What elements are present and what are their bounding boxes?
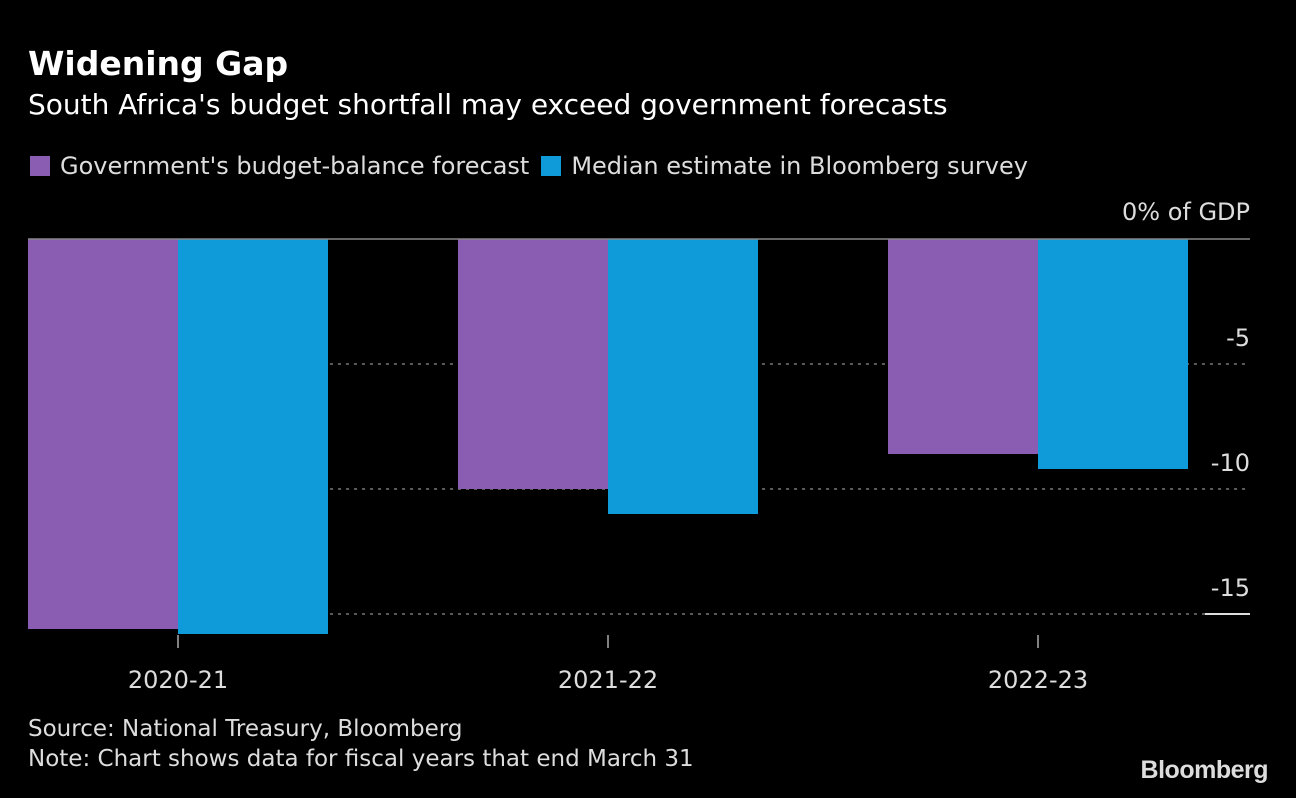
x-tick-label: 2021-22 — [558, 666, 658, 694]
source-note: Source: National Treasury, Bloomberg — [28, 716, 463, 742]
x-tick-label: 2020-21 — [128, 666, 228, 694]
legend-swatch — [541, 156, 562, 176]
bar-2020-21-series-0 — [28, 239, 178, 629]
y-tick-label: 0% of GDP — [1122, 198, 1250, 226]
bar-2022-23-series-0 — [888, 239, 1038, 454]
legend-item-bloomberg: Median estimate in Bloomberg survey — [541, 152, 1028, 180]
legend-label: Government's budget-balance forecast — [60, 152, 530, 180]
bar-2022-23-series-1 — [1038, 239, 1188, 469]
bloomberg-logo: Bloomberg — [1140, 756, 1269, 784]
legend: Government's budget-balance forecast Med… — [30, 152, 1040, 180]
bar-2020-21-series-1 — [178, 239, 328, 634]
x-tick-label: 2022-23 — [988, 666, 1088, 694]
y-tick-label: -15 — [1211, 574, 1250, 602]
legend-item-government: Government's budget-balance forecast — [30, 152, 529, 180]
y-tick-label: -5 — [1226, 324, 1250, 352]
chart-title: Widening Gap — [28, 44, 289, 83]
chart-subtitle: South Africa's budget shortfall may exce… — [28, 88, 948, 121]
legend-swatch — [30, 156, 50, 176]
y-tick-label: -10 — [1211, 449, 1250, 477]
bar-2021-22-series-0 — [458, 239, 608, 489]
footnote: Note: Chart shows data for fiscal years … — [28, 746, 694, 772]
legend-label: Median estimate in Bloomberg survey — [571, 152, 1028, 180]
bar-2021-22-series-1 — [608, 239, 758, 514]
